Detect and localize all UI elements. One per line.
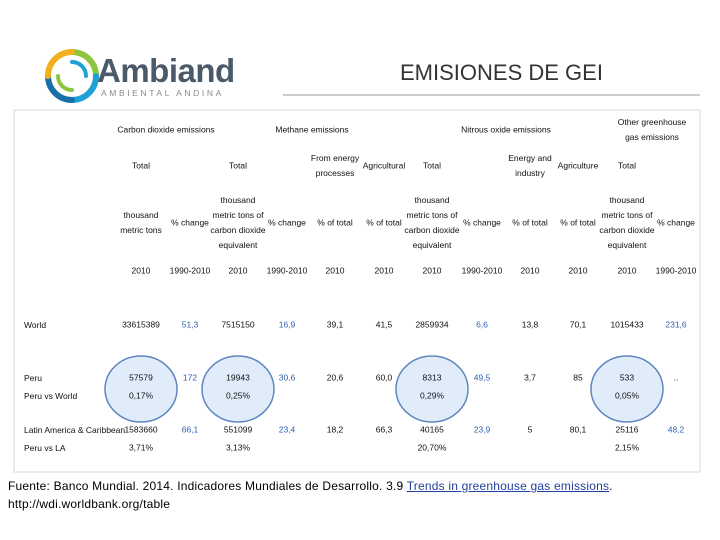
cell-value: 57579	[129, 372, 153, 383]
table-frame	[13, 109, 701, 473]
cell-value: 8313	[422, 372, 442, 383]
cell-value: 3,7	[524, 372, 536, 383]
column-period: 2010	[520, 265, 540, 276]
column-unit: thousand metric tons	[120, 210, 162, 235]
cell-value: 19943	[226, 372, 250, 383]
column-unit: % of total	[366, 217, 402, 228]
cell-value: 18,2	[326, 424, 344, 435]
cell-value: 3,13%	[225, 442, 251, 453]
cell-value: 20,70%	[417, 442, 447, 453]
cell-value: 66,1	[181, 424, 199, 435]
cell-value: 0,17%	[128, 390, 154, 401]
row-label: Peru	[24, 373, 42, 383]
cell-value: 49,5	[473, 372, 491, 383]
column-period: 2010	[617, 265, 637, 276]
cell-value: 0,25%	[225, 390, 251, 401]
cell-value: 172	[182, 372, 198, 383]
column-heading: Total	[423, 160, 441, 171]
cell-value: 7515150	[221, 319, 255, 330]
cell-value: ..	[673, 372, 679, 383]
cell-value: 533	[619, 372, 635, 383]
source-note: Fuente: Banco Mundial. 2014. Indicadores…	[8, 477, 613, 513]
column-period: 2010	[131, 265, 151, 276]
column-heading: From energy processes	[310, 153, 360, 178]
row-label: Latin America & Caribbean	[24, 425, 126, 435]
logo-name: Ambiand	[97, 52, 235, 89]
column-period: 2010	[228, 265, 248, 276]
cell-value: 1583660	[124, 424, 158, 435]
cell-value: 60,0	[375, 372, 393, 383]
source-prefix: Fuente: Banco Mundial. 2014. Indicadores…	[8, 479, 404, 493]
cell-value: 30,6	[278, 372, 296, 383]
column-unit: % of total	[560, 217, 596, 228]
column-period: 1990-2010	[169, 265, 211, 276]
group-label: Carbon dioxide emissions	[117, 124, 215, 135]
column-heading: Total	[229, 160, 247, 171]
column-unit: % change	[171, 217, 209, 228]
cell-value: 3,71%	[128, 442, 154, 453]
cell-value: 23,9	[473, 424, 491, 435]
column-period: 1990-2010	[266, 265, 308, 276]
cell-value: 16,9	[278, 319, 296, 330]
cell-value: 40165	[420, 424, 444, 435]
column-unit: % of total	[512, 217, 548, 228]
group-label: Other greenhouse gas emissions	[617, 117, 687, 142]
source-url: http://wdi.worldbank.org/table	[8, 497, 171, 511]
cell-value: 39,1	[326, 319, 344, 330]
cell-value: 25116	[615, 424, 639, 435]
cell-value: 48,2	[667, 424, 685, 435]
group-label: Nitrous oxide emissions	[461, 124, 551, 135]
column-period: 2010	[325, 265, 345, 276]
slide-title: EMISIONES DE GEI	[400, 60, 603, 85]
cell-value: 2,15%	[614, 442, 640, 453]
column-heading: Energy and industry	[508, 153, 552, 178]
row-label: World	[24, 320, 47, 330]
cell-value: 231,6	[665, 319, 687, 330]
column-heading: Agriculture	[557, 160, 599, 171]
cell-value: 85	[573, 372, 583, 383]
cell-value: 5	[527, 424, 533, 435]
group-label: Methane emissions	[275, 124, 349, 135]
column-period: 2010	[422, 265, 442, 276]
logo-icon	[45, 49, 99, 103]
source-suffix: .	[609, 479, 613, 493]
column-heading: Agricultural	[362, 160, 406, 171]
column-period: 1990-2010	[461, 265, 503, 276]
cell-value: 6,6	[476, 319, 488, 330]
cell-value: 0,29%	[419, 390, 445, 401]
row-label: Peru vs LA	[24, 443, 66, 453]
row-label: Peru vs World	[24, 391, 78, 401]
cell-value: 23,4	[278, 424, 296, 435]
logo-tagline: AMBIENTAL ANDINA	[101, 88, 224, 98]
cell-value: 66,3	[375, 424, 393, 435]
column-unit: thousand metric tons of carbon dioxide e…	[599, 195, 655, 250]
cell-value: 41,5	[375, 319, 393, 330]
highlight-ellipses	[104, 355, 664, 423]
cell-value: 70,1	[569, 319, 587, 330]
cell-value: 2859934	[415, 319, 449, 330]
column-heading: Total	[132, 160, 150, 171]
cell-value: 80,1	[569, 424, 587, 435]
column-period: 1990-2010	[655, 265, 697, 276]
cell-value: 20,6	[326, 372, 344, 383]
column-unit: thousand metric tons of carbon dioxide e…	[404, 195, 460, 250]
column-period: 2010	[374, 265, 394, 276]
cell-value: 551099	[223, 424, 253, 435]
column-unit: % change	[657, 217, 695, 228]
cell-value: 1015433	[610, 319, 644, 330]
column-unit: thousand metric tons of carbon dioxide e…	[210, 195, 266, 250]
column-unit: % change	[268, 217, 306, 228]
column-heading: Total	[618, 160, 636, 171]
cell-value: 13,8	[521, 319, 539, 330]
column-unit: % of total	[317, 217, 353, 228]
column-period: 2010	[568, 265, 588, 276]
cell-value: 51,3	[181, 319, 199, 330]
cell-value: 33615389	[122, 319, 160, 330]
column-unit: % change	[463, 217, 501, 228]
cell-value: 0,05%	[614, 390, 640, 401]
source-link[interactable]: Trends in greenhouse gas emissions	[406, 479, 610, 493]
